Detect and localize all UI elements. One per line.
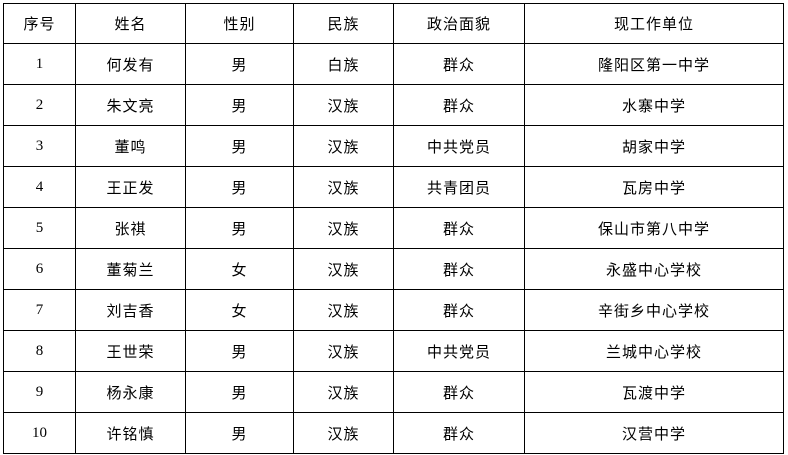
cell-ethnicity: 汉族 <box>293 84 394 126</box>
header-cell-seq: 序号 <box>3 3 76 44</box>
cell-gender: 男 <box>185 84 294 126</box>
cell-ethnicity: 汉族 <box>293 289 394 331</box>
cell-work-unit: 汉营中学 <box>524 412 784 454</box>
cell-seq: 2 <box>3 84 76 126</box>
cell-name: 董菊兰 <box>75 248 186 290</box>
table-body: 1 何发有男白族 群众 隆阳区第一中学 2 朱文亮男汉族 群众 水寨中学 3 董鸣男汉族 中共党员胡… <box>3 43 784 454</box>
cell-gender: 男 <box>185 207 294 249</box>
cell-work-unit: 隆阳区第一中学 <box>524 43 784 85</box>
cell-political-status: 群众 <box>393 207 525 249</box>
cell-name: 何发有 <box>75 43 186 85</box>
cell-name: 朱文亮 <box>75 84 186 126</box>
cell-political-status: 群众 <box>393 371 525 413</box>
cell-seq: 3 <box>3 125 76 167</box>
cell-work-unit: 瓦渡中学 <box>524 371 784 413</box>
header-row: 序号 姓名 性别 民族 政治面貌 现工作单位 <box>3 3 784 44</box>
cell-seq: 4 <box>3 166 76 208</box>
header-cell-work-unit: 现工作单位 <box>524 3 784 44</box>
table-row: 5 张祺男汉族 群众 保山市第八中学 <box>3 207 784 249</box>
cell-gender: 男 <box>185 371 294 413</box>
cell-work-unit: 瓦房中学 <box>524 166 784 208</box>
header-cell-gender: 性别 <box>185 3 294 44</box>
cell-work-unit: 保山市第八中学 <box>524 207 784 249</box>
cell-seq: 5 <box>3 207 76 249</box>
cell-gender: 男 <box>185 166 294 208</box>
cell-work-unit: 胡家中学 <box>524 125 784 167</box>
cell-political-status: 群众 <box>393 84 525 126</box>
table-row: 4 王正发男汉族 共青团员 瓦房中学 <box>3 166 784 208</box>
cell-name: 王正发 <box>75 166 186 208</box>
table-row: 7 刘吉香女汉族 群众 辛街乡中心学校 <box>3 289 784 331</box>
table-row: 1 何发有男白族 群众 隆阳区第一中学 <box>3 43 784 85</box>
cell-name: 张祺 <box>75 207 186 249</box>
table-row: 2 朱文亮男汉族 群众 水寨中学 <box>3 84 784 126</box>
cell-ethnicity: 汉族 <box>293 207 394 249</box>
cell-work-unit: 兰城中心学校 <box>524 330 784 372</box>
cell-seq: 9 <box>3 371 76 413</box>
cell-gender: 男 <box>185 43 294 85</box>
cell-seq: 6 <box>3 248 76 290</box>
cell-name: 董鸣 <box>75 125 186 167</box>
cell-ethnicity: 汉族 <box>293 248 394 290</box>
cell-political-status: 群众 <box>393 412 525 454</box>
table-row: 10 许铭慎男汉族 群众 汉营中学 <box>3 412 784 454</box>
cell-ethnicity: 汉族 <box>293 330 394 372</box>
table-row: 8 王世荣男汉族 中共党员 兰城中心学校 <box>3 330 784 372</box>
cell-name: 许铭慎 <box>75 412 186 454</box>
table-row: 9 杨永康男汉族 群众 瓦渡中学 <box>3 371 784 413</box>
cell-political-status: 中共党员 <box>393 125 525 167</box>
personnel-roster-table: 序号 姓名 性别 民族 政治面貌 现工作单位 1 何发有男白族 群众 隆阳区第一中学 2… <box>3 3 784 454</box>
cell-name: 杨永康 <box>75 371 186 413</box>
cell-ethnicity: 汉族 <box>293 125 394 167</box>
cell-gender: 男 <box>185 330 294 372</box>
cell-gender: 女 <box>185 289 294 331</box>
cell-political-status: 共青团员 <box>393 166 525 208</box>
cell-ethnicity: 白族 <box>293 43 394 85</box>
cell-seq: 1 <box>3 43 76 85</box>
header-cell-name: 姓名 <box>75 3 186 44</box>
cell-work-unit: 永盛中心学校 <box>524 248 784 290</box>
table-row: 6 董菊兰女汉族 群众 永盛中心学校 <box>3 248 784 290</box>
cell-ethnicity: 汉族 <box>293 412 394 454</box>
cell-political-status: 群众 <box>393 43 525 85</box>
cell-seq: 7 <box>3 289 76 331</box>
table-header: 序号 姓名 性别 民族 政治面貌 现工作单位 <box>3 3 784 44</box>
header-cell-ethnicity: 民族 <box>293 3 394 44</box>
cell-gender: 男 <box>185 125 294 167</box>
cell-political-status: 中共党员 <box>393 330 525 372</box>
cell-work-unit: 辛街乡中心学校 <box>524 289 784 331</box>
table-row: 3 董鸣男汉族 中共党员 胡家中学 <box>3 125 784 167</box>
cell-name: 王世荣 <box>75 330 186 372</box>
cell-seq: 8 <box>3 330 76 372</box>
cell-name: 刘吉香 <box>75 289 186 331</box>
cell-work-unit: 水寨中学 <box>524 84 784 126</box>
cell-ethnicity: 汉族 <box>293 166 394 208</box>
cell-political-status: 群众 <box>393 248 525 290</box>
cell-ethnicity: 汉族 <box>293 371 394 413</box>
header-cell-political-status: 政治面貌 <box>393 3 525 44</box>
cell-gender: 男 <box>185 412 294 454</box>
cell-political-status: 群众 <box>393 289 525 331</box>
cell-seq: 10 <box>3 412 76 454</box>
cell-gender: 女 <box>185 248 294 290</box>
